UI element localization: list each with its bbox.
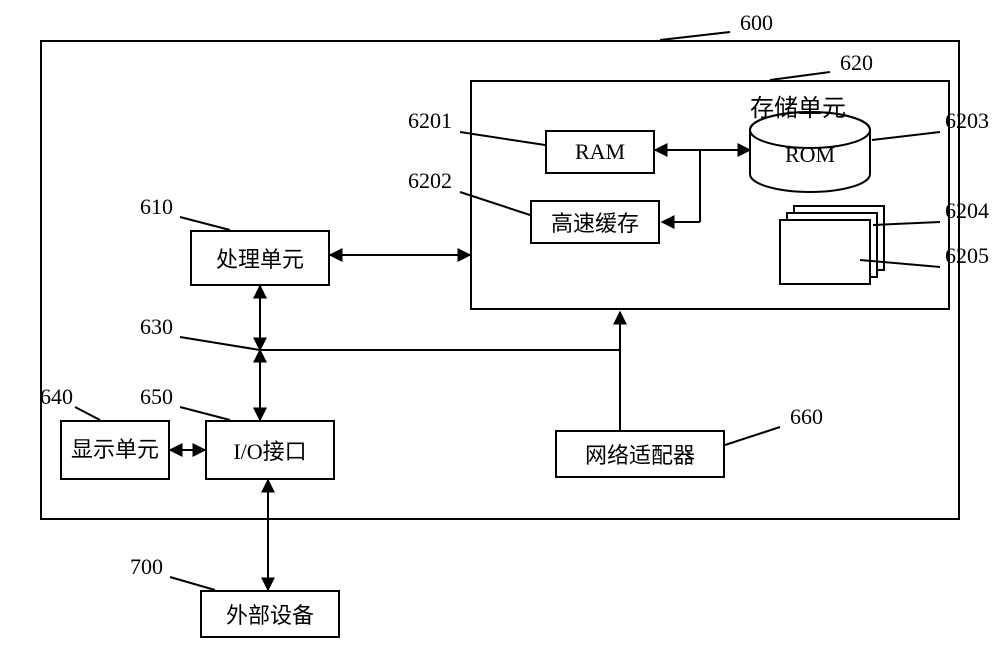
cpu-block: 处理单元 (190, 230, 330, 286)
ref-600: 600 (740, 10, 773, 36)
ref-610: 610 (140, 194, 173, 220)
storage-unit-title: 存储单元 (750, 88, 846, 123)
ref-6204: 6204 (945, 198, 989, 224)
external-device-block: 外部设备 (200, 590, 340, 638)
io-block: I/O接口 (205, 420, 335, 480)
ref-620: 620 (840, 50, 873, 76)
display-label: 显示单元 (71, 437, 159, 463)
cache-label: 高速缓存 (551, 206, 639, 238)
ram-block: RAM (545, 130, 655, 174)
net-label: 网络适配器 (585, 438, 695, 470)
ref-660: 660 (790, 404, 823, 430)
ref-700: 700 (130, 554, 163, 580)
cache-block: 高速缓存 (530, 200, 660, 244)
io-label: I/O接口 (233, 434, 306, 466)
ref-6205: 6205 (945, 243, 989, 269)
ram-label: RAM (575, 139, 625, 165)
cpu-label: 处理单元 (216, 242, 304, 274)
ref-6203: 6203 (945, 108, 989, 134)
ref-650: 650 (140, 384, 173, 410)
ext-label: 外部设备 (226, 598, 314, 630)
ref-6202: 6202 (408, 168, 452, 194)
ref-640: 640 (40, 384, 73, 410)
display-block: 显示单元 (60, 420, 170, 480)
storage-unit-block (470, 80, 950, 310)
ref-630: 630 (140, 314, 173, 340)
ref-6201: 6201 (408, 108, 452, 134)
net-adapter-block: 网络适配器 (555, 430, 725, 478)
